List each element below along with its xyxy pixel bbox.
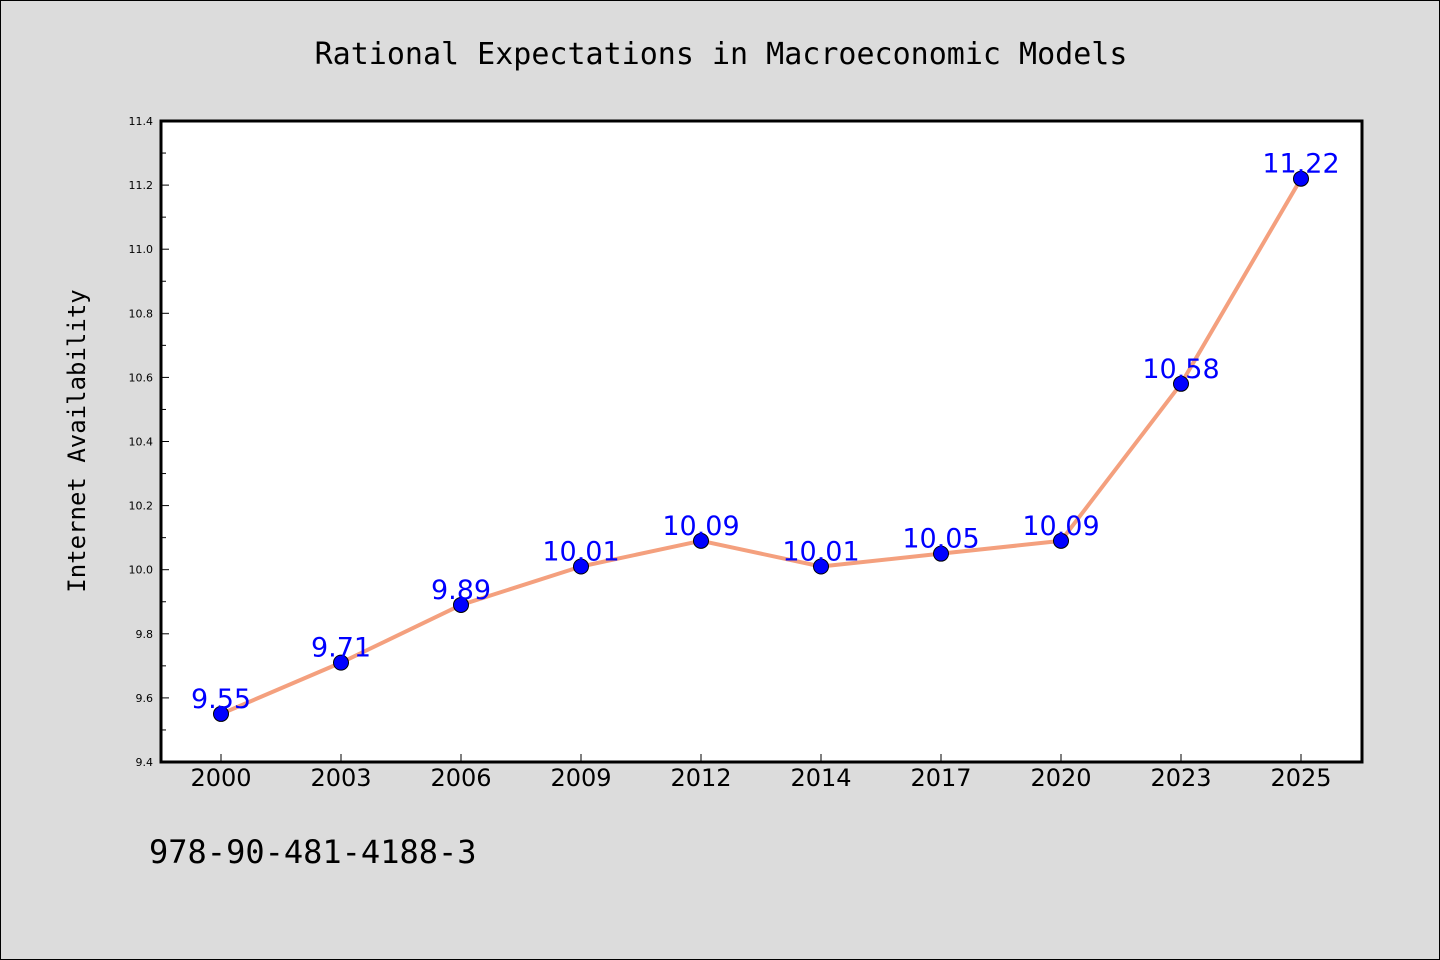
data-point <box>813 558 829 575</box>
x-tick-label: 2006 <box>430 764 491 792</box>
x-tick-label: 2009 <box>550 764 611 792</box>
plot-frame <box>159 119 1364 764</box>
y-tick-label: 9.8 <box>136 628 154 641</box>
y-tick-label: 10.0 <box>129 564 154 577</box>
data-point <box>1293 170 1309 187</box>
data-label: 10.09 <box>1022 511 1099 542</box>
data-label: 9.71 <box>311 633 371 664</box>
x-tick-label: 2003 <box>310 764 371 792</box>
data-point <box>1053 532 1069 549</box>
y-tick-label: 11.4 <box>129 115 154 128</box>
y-tick-label: 10.8 <box>129 307 154 320</box>
x-tick-label: 2000 <box>190 764 251 792</box>
data-point <box>453 596 469 613</box>
x-tick-label: 2025 <box>1270 764 1331 792</box>
x-tick-label: 2017 <box>910 764 971 792</box>
y-tick-label: 10.2 <box>129 500 154 513</box>
y-axis-label: Internet Availability <box>63 289 91 592</box>
data-label: 10.58 <box>1142 354 1219 385</box>
data-point <box>573 558 589 575</box>
data-label: 9.55 <box>191 684 251 715</box>
data-point <box>1173 375 1189 392</box>
data-label: 10.05 <box>902 524 979 555</box>
data-label: 11.22 <box>1262 149 1339 180</box>
x-tick-label: 2023 <box>1150 764 1211 792</box>
y-tick-label: 11.0 <box>129 243 154 256</box>
data-point <box>213 705 229 722</box>
y-tick-label: 11.2 <box>129 179 154 192</box>
data-label: 9.89 <box>431 575 491 606</box>
series-line <box>219 176 1303 716</box>
x-tick-label: 2014 <box>790 764 851 792</box>
data-point <box>933 545 949 562</box>
x-tick-label: 2012 <box>670 764 731 792</box>
series-layer: 9.55 9.71 9.89 10.01 10.09 10.01 10.05 10.09 10.… <box>191 149 1340 722</box>
data-label: 10.01 <box>782 536 859 567</box>
y-tick-label: 10.4 <box>129 436 154 449</box>
y-tick-label: 9.4 <box>136 756 154 769</box>
y-tick-label: 9.6 <box>136 692 154 705</box>
data-label: 10.09 <box>662 511 739 542</box>
isbn-code: 978-90-481-4188-3 <box>149 833 477 871</box>
axes-layer: 9.4 9.6 9.8 10.0 10.2 10.4 10.6 10.8 11.0 11.2 11.… <box>129 115 1332 792</box>
data-label: 10.01 <box>542 536 619 567</box>
data-point <box>693 532 709 549</box>
chart-title: Rational Expectations in Macroeconomic M… <box>315 37 1128 72</box>
x-tick-label: 2020 <box>1030 764 1091 792</box>
data-point <box>333 654 349 671</box>
y-tick-label: 10.6 <box>129 371 154 384</box>
